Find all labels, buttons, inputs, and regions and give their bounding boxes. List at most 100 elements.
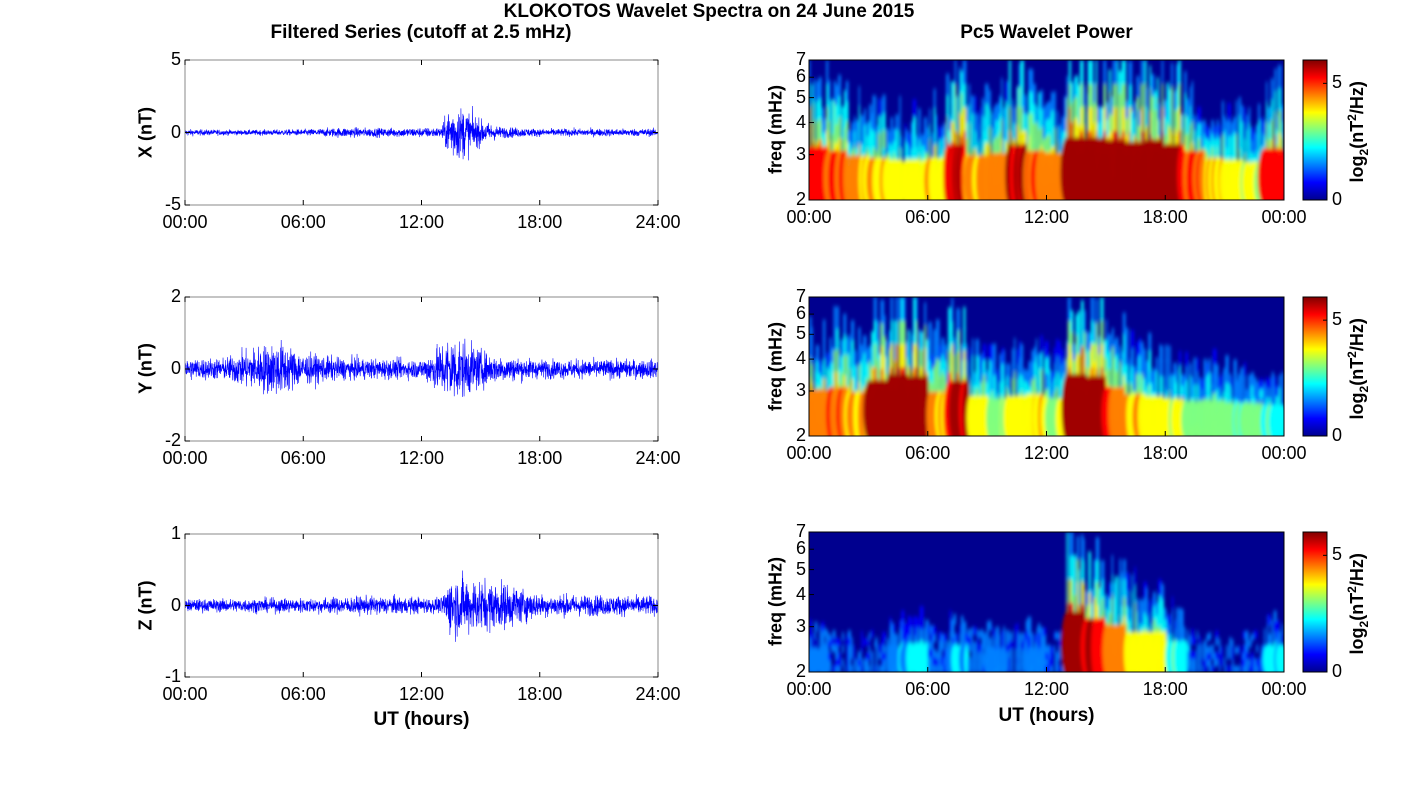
heatmap-cell xyxy=(1058,124,1063,139)
heatmap-cell xyxy=(1140,373,1144,390)
heatmap-cell xyxy=(1008,641,1010,650)
heatmap-cell xyxy=(1170,384,1174,396)
x-tick-label: 06:00 xyxy=(905,443,951,463)
heatmap-cell xyxy=(1117,60,1119,85)
heatmap-cell xyxy=(1100,320,1104,345)
heatmap-cell xyxy=(1077,310,1081,333)
heatmap-cell xyxy=(1134,619,1136,639)
heatmap-cell xyxy=(1226,644,1229,653)
heatmap-cell xyxy=(938,639,943,649)
heatmap-cell xyxy=(969,347,972,364)
heatmap-cell xyxy=(1066,341,1069,358)
heatmap-cell xyxy=(1211,120,1215,135)
heatmap-cell xyxy=(861,658,863,667)
heatmap-cell xyxy=(890,297,894,322)
heatmap-cell xyxy=(1121,106,1124,131)
heatmap-cell xyxy=(1068,106,1072,131)
heatmap-cell xyxy=(1219,665,1221,672)
heatmap-cell xyxy=(1108,582,1112,599)
heatmap-cell xyxy=(1277,65,1282,89)
heatmap-cell xyxy=(1201,664,1203,672)
heatmap-cell xyxy=(971,649,974,659)
heatmap-cell xyxy=(846,338,849,356)
heatmap-cell xyxy=(975,371,980,389)
heatmap-cell xyxy=(1083,104,1086,125)
heatmap-cell xyxy=(847,630,852,639)
heatmap-cell xyxy=(857,665,862,672)
heatmap-cell xyxy=(1184,71,1187,94)
heatmap-cell xyxy=(1118,70,1122,94)
heatmap-cell xyxy=(1152,618,1157,633)
heatmap-cell xyxy=(1131,574,1134,592)
heatmap-cell xyxy=(843,665,846,672)
heatmap-cell xyxy=(1134,602,1136,621)
heatmap-cell xyxy=(1074,117,1079,139)
heatmap-cell xyxy=(868,632,871,641)
heatmap-cell xyxy=(1136,96,1140,119)
heatmap-cell xyxy=(1150,74,1155,97)
heatmap-cell xyxy=(1003,138,1007,155)
heatmap-cell xyxy=(1045,665,1050,672)
heatmap-cell xyxy=(1211,651,1215,660)
colorbar xyxy=(1302,296,1328,437)
heatmap-cell xyxy=(933,144,936,164)
heatmap-cell xyxy=(850,320,855,341)
heatmap-cell xyxy=(1013,354,1016,372)
heatmap-cell xyxy=(1148,600,1151,614)
heatmap-cell xyxy=(1088,332,1093,351)
heatmap-cell xyxy=(1163,116,1167,135)
heatmap-cell xyxy=(1148,367,1152,386)
heatmap-cell xyxy=(1035,371,1038,389)
heatmap-cell xyxy=(1103,60,1107,85)
heatmap-cell xyxy=(1185,98,1190,117)
heatmap-cell xyxy=(960,113,963,137)
heatmap-cell xyxy=(1115,608,1119,626)
heatmap-cell xyxy=(1122,374,1126,396)
heatmap-cell xyxy=(1058,388,1062,406)
heatmap-cell xyxy=(898,297,903,322)
heatmap-cell xyxy=(953,337,956,356)
heatmap-cell xyxy=(1078,84,1081,105)
heatmap-cell xyxy=(829,347,834,363)
heatmap-cell xyxy=(1103,355,1108,373)
heatmap-cell xyxy=(1218,137,1221,151)
heatmap-cell xyxy=(1024,641,1027,650)
heatmap-cell xyxy=(1246,129,1249,145)
heatmap-cell xyxy=(993,122,996,139)
heatmap-cell xyxy=(1070,82,1074,103)
colorbar-gradient xyxy=(1302,531,1328,673)
heatmap-cell xyxy=(883,355,886,377)
heatmap-cell xyxy=(882,652,887,660)
heatmap-cell xyxy=(946,94,950,117)
heatmap-cell xyxy=(1120,572,1123,590)
heatmap-cell xyxy=(963,328,966,351)
heatmap-cell xyxy=(1242,665,1247,672)
y-tick-label: 3 xyxy=(795,143,806,164)
heatmap-cell xyxy=(1105,358,1108,379)
y-axis-label: Z (nT) xyxy=(135,580,156,630)
heatmap-cell xyxy=(1196,383,1199,398)
heatmap-cell xyxy=(851,122,855,137)
heatmap-cell xyxy=(1243,107,1246,124)
x-tick-label: 18:00 xyxy=(1142,207,1188,227)
heatmap-cell xyxy=(813,78,816,100)
heatmap-cell xyxy=(976,630,979,639)
heatmap-cell xyxy=(1189,664,1191,672)
heatmap-cell xyxy=(1255,137,1258,151)
heatmap-cell xyxy=(1240,379,1244,392)
heatmap-cell xyxy=(999,353,1002,369)
heatmap-cell xyxy=(1245,658,1249,667)
heatmap-cell xyxy=(1274,396,1277,408)
heatmap-cell xyxy=(1131,590,1134,609)
heatmap-cell xyxy=(1130,125,1134,142)
heatmap-cell xyxy=(828,665,832,672)
heatmap-cell xyxy=(973,649,977,658)
heatmap-cell xyxy=(902,639,907,649)
heatmap-cell xyxy=(1093,341,1097,362)
x-tick-label: 00:00 xyxy=(786,679,832,699)
heatmap-cell xyxy=(1157,118,1161,137)
x-tick-label: 00:00 xyxy=(1261,207,1307,227)
heatmap-cell xyxy=(1270,78,1274,100)
heatmap-cell xyxy=(1238,665,1241,672)
heatmap-cell xyxy=(1234,379,1239,391)
